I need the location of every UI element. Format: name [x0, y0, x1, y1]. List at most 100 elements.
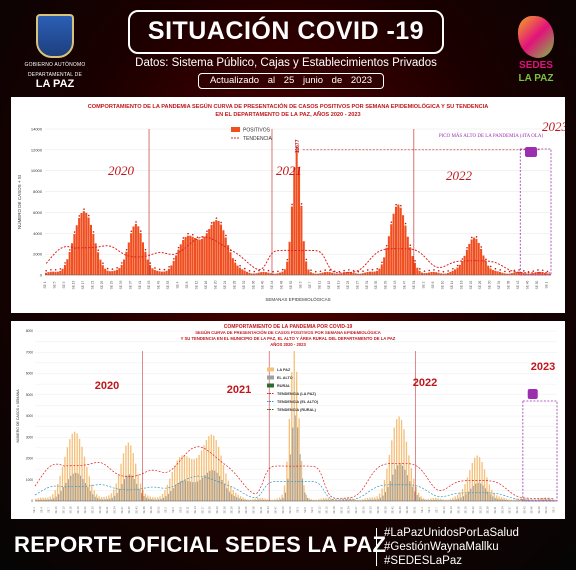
chart2-bar-lapaz — [64, 456, 66, 501]
chart1-bar — [435, 272, 438, 275]
chart2-bar-elalto — [167, 493, 169, 501]
chart2-bar-elalto — [304, 492, 306, 501]
chart2-bar-lapaz — [139, 483, 142, 501]
chart2-bar-lapaz — [195, 457, 198, 501]
chart2-bar-elalto — [165, 496, 167, 501]
chart2-bar-lapaz — [369, 497, 371, 501]
chart2-bar-lapaz — [503, 497, 505, 501]
chart1-bar — [305, 261, 308, 275]
chart2-bar-lapaz — [478, 457, 481, 501]
chart1-bar — [205, 233, 208, 275]
hand-pointer-icon — [524, 147, 537, 157]
chart2-bar-elalto — [484, 488, 487, 501]
chart1-bar — [340, 273, 343, 275]
chart2-xtick: SE 2 — [552, 507, 556, 513]
chart2-bar-elalto — [267, 500, 269, 501]
chart2-xtick: SE 31 — [105, 506, 109, 514]
chart1-bar — [366, 271, 369, 275]
chart2-bar-lapaz — [396, 419, 398, 501]
chart2-bar-lapaz — [344, 497, 347, 501]
chart2-bar-elalto — [80, 475, 82, 501]
chart2-bar-lapaz — [225, 473, 227, 501]
chart2-bar-elalto — [216, 472, 218, 501]
chart1-bar — [234, 262, 237, 275]
chart1-bar — [425, 272, 428, 275]
chart2-xtick: SE 33 — [369, 506, 373, 514]
chart2-bar-lapaz — [83, 456, 86, 501]
chart2-bar-lapaz — [542, 497, 544, 501]
chart1-point — [149, 262, 152, 264]
chart2-bar-lapaz — [456, 494, 459, 501]
chart2-bar-elalto — [111, 497, 113, 501]
chart2-bar-lapaz — [154, 497, 156, 501]
chart1-bar — [134, 223, 137, 275]
chart1-bar — [309, 272, 312, 275]
chart2-bar-elalto — [228, 491, 230, 501]
chart1-bar — [290, 206, 293, 275]
chart2-bar-elalto — [87, 487, 89, 501]
chart-municipalities: COMPORTAMIENTO DE LA PANDEMIA POR COVID-… — [11, 321, 565, 519]
chart1-bar — [175, 255, 178, 275]
chart1-point — [59, 268, 62, 270]
updated-date: Actualizado al 25 junio de 2023 — [198, 73, 384, 89]
chart2-bar-lapaz — [298, 418, 300, 501]
chart1-xtick: SE 30 — [488, 280, 492, 289]
chart2-bar-elalto — [265, 500, 267, 501]
chart1-point — [248, 270, 251, 272]
chart2-bar-lapaz — [515, 499, 517, 501]
chart1-point — [352, 269, 355, 272]
chart1-xtick: SE 51 — [412, 280, 416, 289]
chart2-xtick: SE 25 — [478, 506, 482, 514]
chart1-bar — [203, 236, 206, 275]
chart2-bar-elalto — [404, 469, 406, 501]
chart2-bar-elalto — [231, 494, 233, 501]
chart2-bar-lapaz — [161, 493, 164, 501]
chart1-point — [305, 258, 308, 261]
chart2-legend-label: TENDENCIA (LA PAZ) — [277, 392, 317, 396]
chart1-point — [177, 246, 180, 249]
chart1-bar — [227, 245, 230, 275]
chart1-bar — [160, 271, 163, 275]
chart2-bar-lapaz — [252, 499, 254, 501]
chart1-xtick: SE 45 — [147, 280, 151, 289]
chart2-xtick: SE 52 — [156, 506, 160, 514]
chart1-point — [395, 203, 397, 206]
chart2-bar-lapaz — [549, 498, 552, 501]
chart1-xtick: SE 43 — [393, 280, 397, 289]
chart2-bar-lapaz — [108, 495, 110, 501]
chart2-bar-lapaz — [193, 459, 195, 501]
chart2-bar-lapaz — [244, 498, 247, 501]
chart2-bar-lapaz — [408, 455, 410, 501]
chart1-bar — [406, 236, 409, 275]
chart1-xtick: SE 1 — [43, 281, 47, 288]
chart2-bar-lapaz — [466, 477, 469, 501]
chart1-bar — [80, 212, 83, 275]
chart2-bar-lapaz — [283, 485, 286, 501]
chart2-bar-lapaz — [417, 492, 420, 501]
chart1-point — [130, 230, 133, 233]
chart2-xtick: SE 39 — [383, 506, 387, 514]
chart2-bar-lapaz — [91, 484, 93, 501]
chart1-bar — [373, 271, 376, 275]
chart1-legend-swatch — [231, 127, 240, 132]
chart2-bar-elalto — [67, 479, 69, 501]
chart2-bar-lapaz — [547, 498, 549, 501]
chart1-bar — [442, 273, 445, 275]
chart2-bar-lapaz — [132, 453, 134, 501]
chart2-bar-elalto — [497, 498, 499, 501]
chart2-bar-lapaz — [332, 499, 334, 501]
chart2-xtick: SE 12 — [317, 506, 321, 514]
chart1-bar — [534, 272, 537, 275]
chart1-bar — [163, 271, 166, 275]
chart1-xtick: SE 48 — [280, 280, 284, 289]
chart2-bar-lapaz — [61, 466, 64, 501]
chart2-xtick: SE 40 — [515, 506, 519, 514]
chart2-bar-elalto — [260, 499, 262, 501]
chart1-xtick: SE 29 — [109, 280, 113, 289]
chart1-point — [433, 269, 435, 271]
chart2-bar-lapaz — [488, 484, 491, 501]
chart2-bar-lapaz — [388, 454, 391, 501]
chart2-xtick: SE 13 — [449, 506, 453, 514]
chart2-bar-elalto — [362, 500, 365, 501]
